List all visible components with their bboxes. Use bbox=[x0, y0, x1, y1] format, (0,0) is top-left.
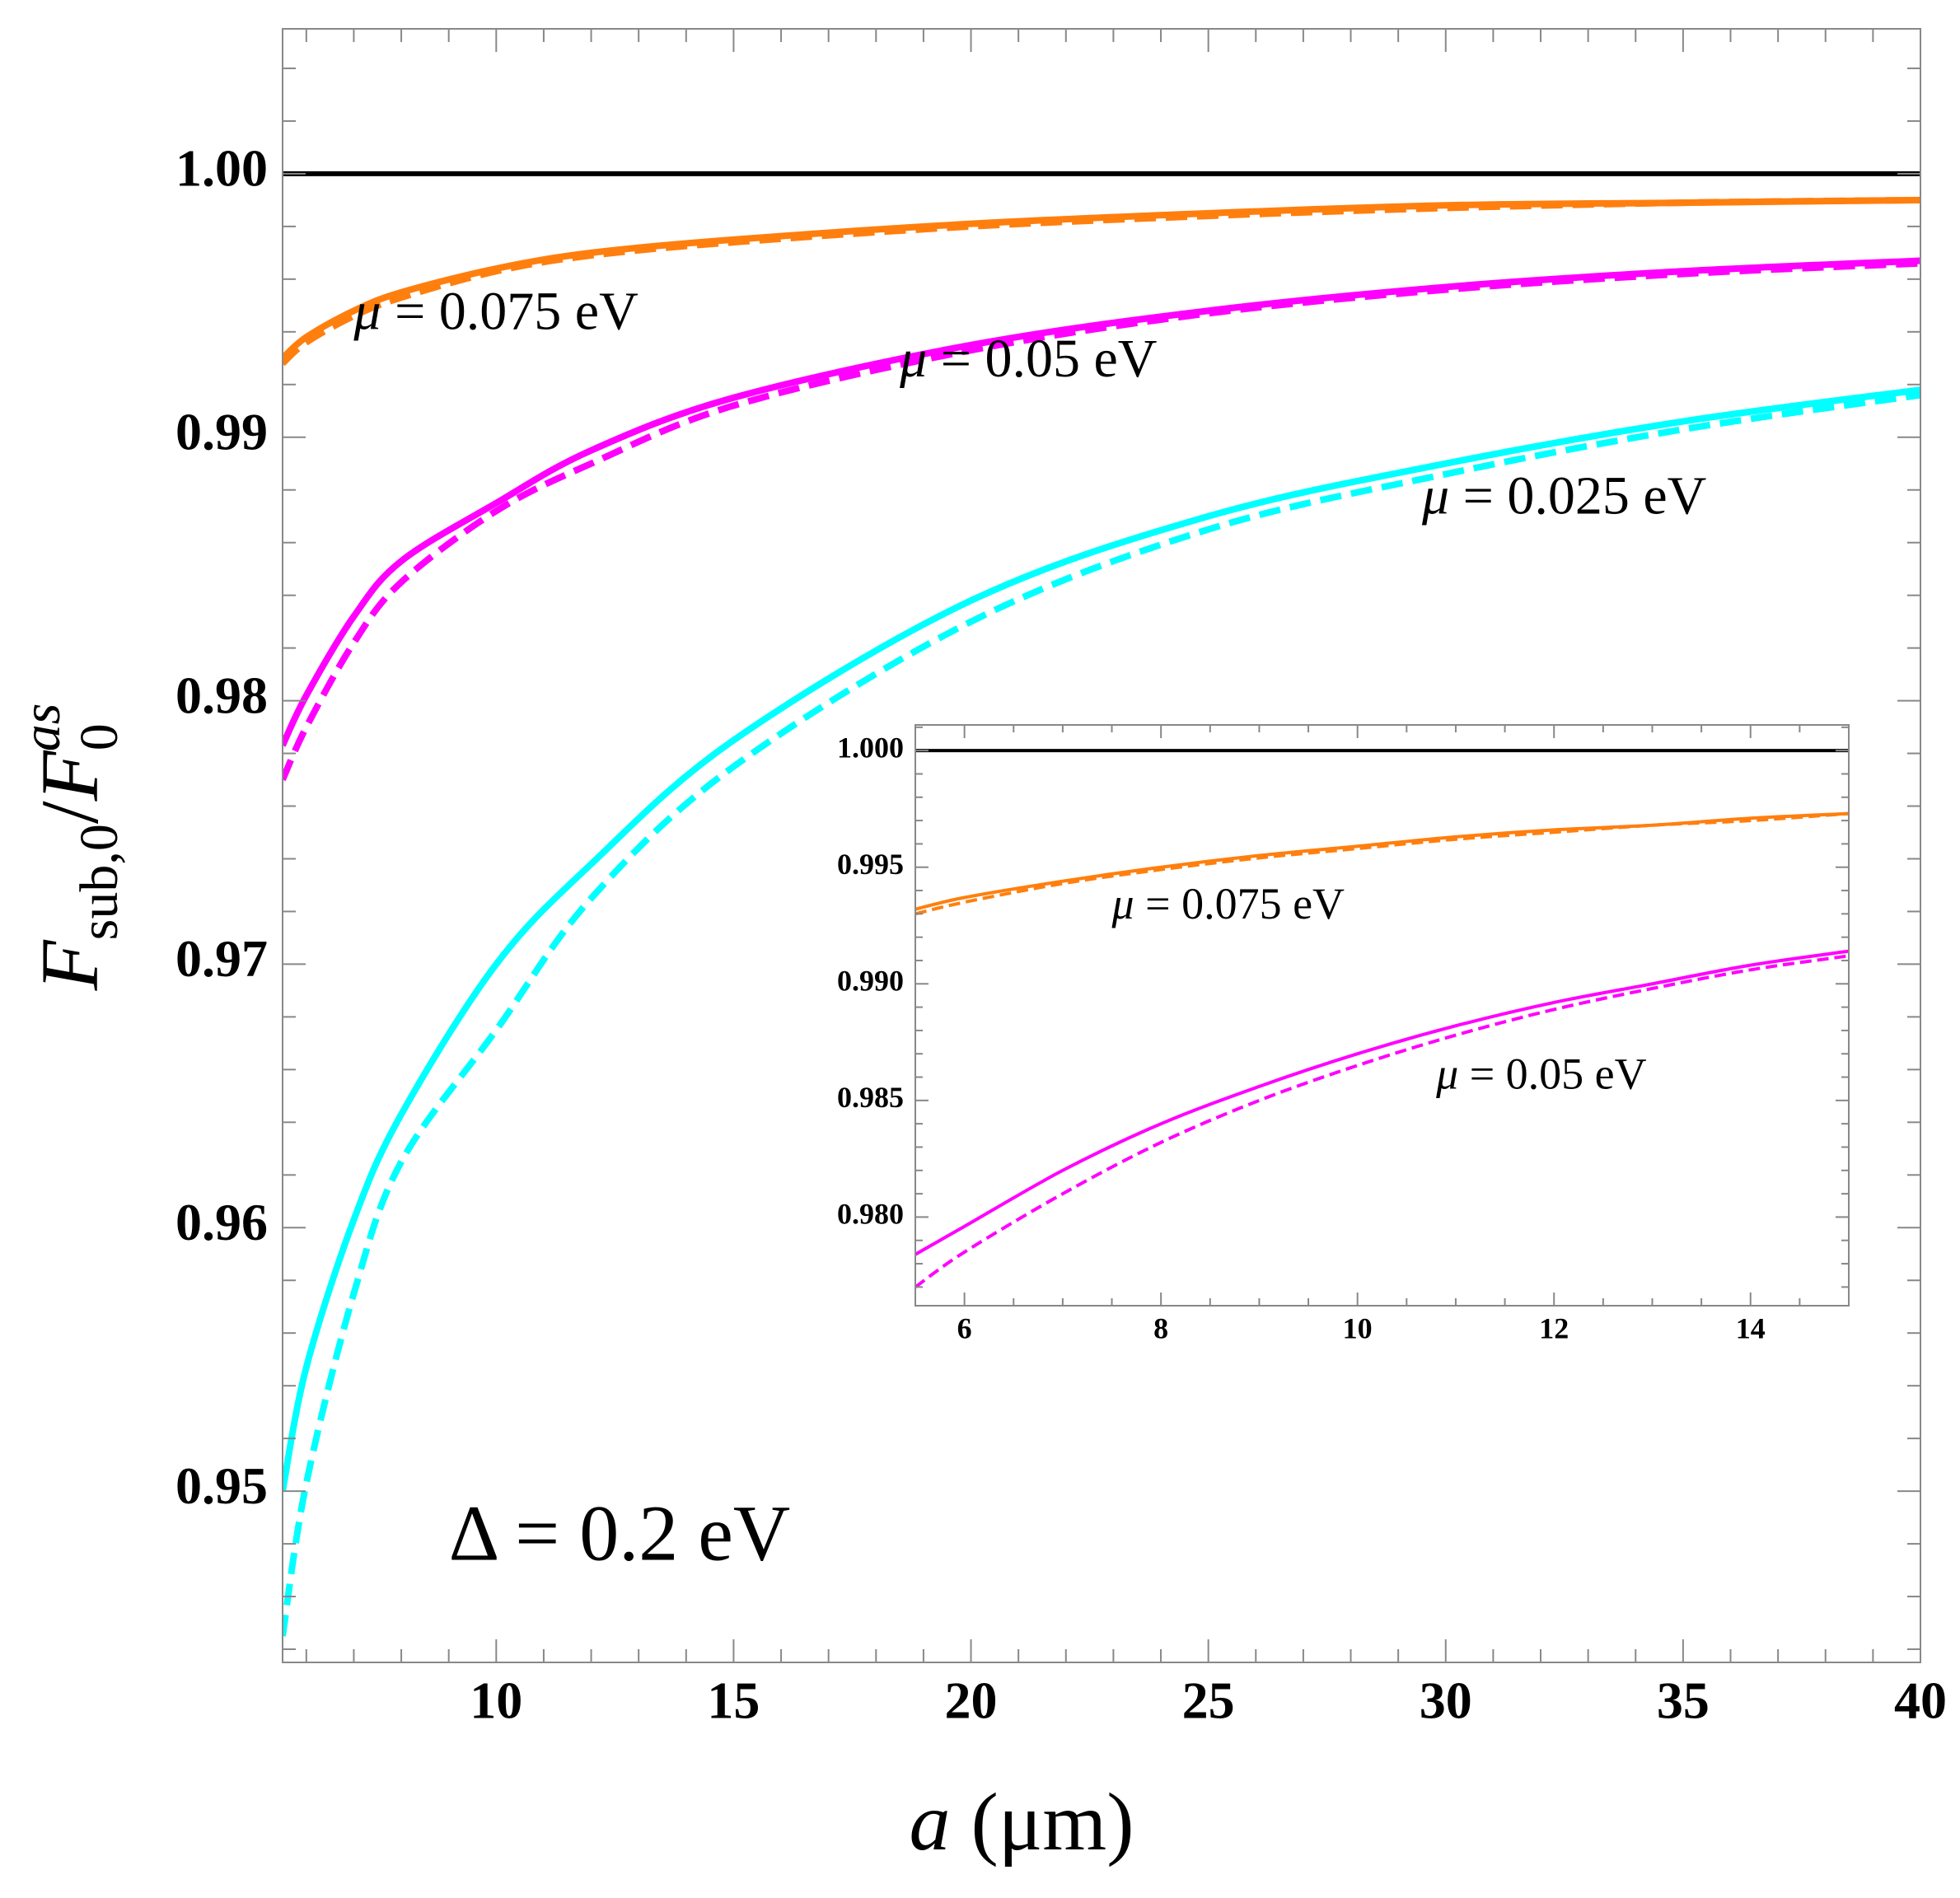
inset-xtick-label: 8 bbox=[1153, 1312, 1168, 1345]
main-frame bbox=[282, 28, 1921, 1663]
mu-symbol: μ bbox=[1111, 879, 1134, 928]
x-unit: (μm) bbox=[951, 1776, 1134, 1868]
main-xtick-label: 10 bbox=[470, 1671, 522, 1730]
inset-xtick-label: 6 bbox=[957, 1312, 972, 1345]
delta-annotation: Δ = 0.2 eV bbox=[449, 1489, 791, 1577]
main-xtick-label: 40 bbox=[1894, 1671, 1947, 1730]
y-title-part: 0 bbox=[69, 723, 129, 750]
inset-curve-label-0: μ = 0.075 eV bbox=[1111, 879, 1345, 928]
mu-symbol: μ bbox=[1421, 466, 1449, 526]
inset-plot: 0.980 0.985 0.990 0.995 1.000 6 8 10 12 14 μ = 0.0… bbox=[837, 724, 1850, 1345]
main-xtick-label: 15 bbox=[707, 1671, 760, 1730]
x-axis-title: a (μm) bbox=[910, 1776, 1134, 1868]
main-ytick-label: 1.00 bbox=[175, 139, 268, 198]
label-value: = 0.025 eV bbox=[1449, 466, 1706, 526]
inset-ytick-label: 0.985 bbox=[837, 1081, 904, 1114]
main-curve-label-1: μ = 0.05 eV bbox=[899, 329, 1157, 389]
inset-curve-label-1: μ = 0.05 eV bbox=[1435, 1050, 1647, 1099]
main-series-6-dashed-line bbox=[283, 391, 1920, 1637]
inset-series-1-solid-line bbox=[915, 811, 1849, 911]
y-title-part: / bbox=[24, 801, 115, 824]
y-title-superscript: as bbox=[12, 704, 72, 752]
inset-xtick-label: 10 bbox=[1343, 1312, 1373, 1345]
main-ytick-label: 0.96 bbox=[175, 1193, 268, 1251]
main-series-2-dashed-line bbox=[283, 196, 1920, 367]
label-value: = 0.075 eV bbox=[381, 282, 639, 342]
mu-symbol: μ bbox=[353, 282, 381, 342]
label-value: = 0.05 eV bbox=[927, 329, 1157, 389]
y-axis-title-text: Fsub,0/F0as bbox=[12, 704, 129, 992]
axis-titles: a (μm)Fsub,0/F0as bbox=[12, 704, 1134, 1868]
main-curve-label-2: μ = 0.025 eV bbox=[1421, 466, 1706, 526]
main-ytick-label: 0.98 bbox=[175, 666, 268, 724]
main-ytick-label: 0.99 bbox=[175, 402, 268, 460]
main-ytick-label: 0.95 bbox=[175, 1456, 268, 1515]
mu-symbol: μ bbox=[899, 329, 927, 389]
y-title-part: F bbox=[24, 939, 115, 991]
mu-symbol: μ bbox=[1435, 1050, 1458, 1099]
main-xtick-label: 30 bbox=[1420, 1671, 1472, 1730]
main-curve-label-0: μ = 0.075 eV bbox=[353, 282, 638, 342]
main-series-4-dashed-line bbox=[283, 259, 1920, 782]
inset-ytick-label: 0.980 bbox=[837, 1198, 904, 1231]
main-series-5-solid-line bbox=[283, 386, 1920, 1492]
inset-plot-area bbox=[915, 725, 1849, 1306]
main-series-3-solid-line bbox=[283, 257, 1920, 747]
main-series-group bbox=[283, 171, 1920, 1637]
main-ytick-label: 0.97 bbox=[175, 929, 268, 988]
inset-xtick-label: 14 bbox=[1736, 1312, 1766, 1345]
inset-series-3-solid-line bbox=[915, 949, 1849, 1256]
inset-frame bbox=[915, 724, 1850, 1307]
inset-series-4-dashed-line bbox=[915, 954, 1849, 1288]
inset-ytick-label: 0.990 bbox=[837, 965, 904, 998]
inset-xtick-label: 12 bbox=[1539, 1312, 1569, 1345]
y-title-part: F bbox=[24, 750, 115, 802]
inset-series-group bbox=[915, 749, 1849, 1288]
label-value: = 0.05 eV bbox=[1458, 1050, 1646, 1099]
inset-ytick-label: 0.995 bbox=[837, 848, 904, 881]
y-title-part: sub,0 bbox=[69, 824, 129, 940]
y-axis-title: Fsub,0/F0as bbox=[12, 704, 129, 992]
x-var: a bbox=[910, 1776, 951, 1868]
main-xtick-label: 35 bbox=[1657, 1671, 1710, 1730]
inset-ytick-label: 1.000 bbox=[837, 731, 904, 764]
main-xtick-label: 25 bbox=[1182, 1671, 1235, 1730]
label-value: = 0.075 eV bbox=[1134, 879, 1345, 928]
main-xtick-label: 20 bbox=[945, 1671, 998, 1730]
